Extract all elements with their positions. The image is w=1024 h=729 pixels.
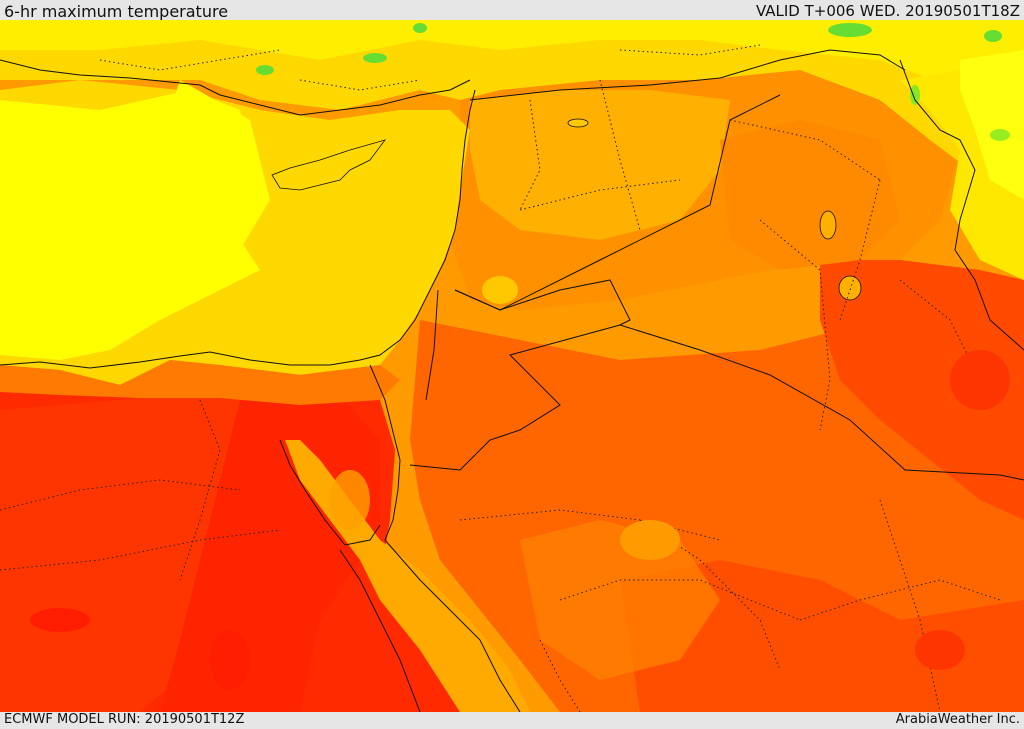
temperature-map [0, 20, 1024, 712]
province-line-8 [179, 399, 221, 581]
province-line-4 [729, 119, 881, 181]
cool-patch-1 [482, 276, 518, 304]
coastline-gulf-suez [279, 439, 381, 546]
coastline-turkey [0, 59, 471, 116]
province-lines [0, 44, 1001, 712]
model-run: ECMWF MODEL RUN: 20190501T12Z [4, 712, 245, 727]
amber-syria [470, 90, 730, 240]
coastline-gulf-aqaba [384, 459, 401, 541]
cool-patch-2 [620, 520, 680, 560]
border-iraq-iran [899, 59, 1024, 351]
gold-turkey [0, 20, 1024, 170]
province-line-17 [99, 49, 281, 71]
lake-habbaniyah [838, 275, 862, 301]
province-line-14 [799, 579, 1001, 621]
hot-spot-4 [915, 630, 965, 670]
hot-spot-3 [950, 350, 1010, 410]
province-line-10 [0, 529, 281, 571]
coastline-levant-egypt [0, 89, 476, 369]
province-line-15 [539, 639, 581, 712]
valid-time: VALID T+006 WED. 20190501T18Z [755, 2, 1020, 20]
province-line-2 [599, 79, 641, 231]
border-syria-iraq [469, 59, 781, 101]
lake-assad [567, 118, 589, 128]
green-spot-3 [413, 23, 427, 33]
green-spot-6 [990, 129, 1010, 141]
light-green-iran [960, 50, 1024, 200]
jordan-river [425, 289, 439, 401]
border-egypt-israel [369, 364, 401, 461]
hot-spot-2 [210, 630, 250, 690]
yellow-turkey [0, 20, 1024, 90]
green-spot-7 [910, 85, 920, 105]
green-spot-5 [984, 30, 1002, 42]
province-line-16 [879, 499, 941, 712]
green-spot-4 [828, 23, 872, 37]
mediterranean-yellow-2 [160, 80, 270, 250]
orange-iraq [720, 120, 900, 270]
map-footer: ECMWF MODEL RUN: 20190501T12Z ArabiaWeat… [0, 712, 1024, 729]
province-line-11 [459, 509, 721, 541]
hot-spot-1 [30, 608, 90, 632]
cool-patch-3 [330, 470, 370, 530]
egypt-coast-orange [0, 360, 400, 405]
border-jordan-saudi [409, 279, 631, 471]
map-title: 6-hr maximum temperature [4, 2, 229, 21]
province-line-3 [519, 179, 681, 211]
province-line-9 [0, 479, 241, 511]
province-line-1 [519, 99, 541, 211]
map-header: 6-hr maximum temperature VALID T+006 WED… [0, 0, 1024, 21]
province-line-13 [559, 579, 801, 621]
deep-red-east [820, 260, 1024, 520]
coastline-redsea-east [384, 539, 521, 712]
border-iraq-saudi [619, 324, 1024, 481]
green-spot-1 [256, 65, 274, 75]
lake-tharthar [819, 210, 837, 240]
border-turkey-iran [779, 49, 906, 71]
credit: ArabiaWeather Inc. [895, 712, 1020, 727]
orange-patch-arabia [520, 520, 720, 680]
coastline-redsea-west [339, 549, 421, 712]
cyprus-island [271, 139, 387, 191]
deep-red-southeast [620, 560, 1024, 712]
province-line-5 [839, 179, 881, 321]
green-spot-2 [363, 53, 387, 63]
temperature-field [0, 20, 1024, 712]
